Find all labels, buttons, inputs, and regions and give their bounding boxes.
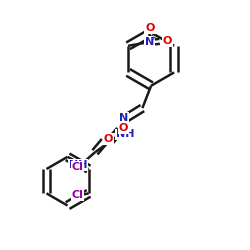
Text: N: N [145, 37, 154, 47]
Text: O: O [104, 134, 113, 144]
Text: Cl: Cl [72, 190, 84, 200]
Text: NH: NH [69, 160, 87, 170]
Text: O: O [162, 36, 172, 46]
Text: +: + [151, 35, 156, 41]
Text: O: O [119, 123, 128, 133]
Text: N: N [119, 112, 128, 122]
Text: Cl: Cl [72, 162, 84, 172]
Text: NH: NH [116, 130, 135, 140]
Text: O: O [145, 23, 155, 33]
